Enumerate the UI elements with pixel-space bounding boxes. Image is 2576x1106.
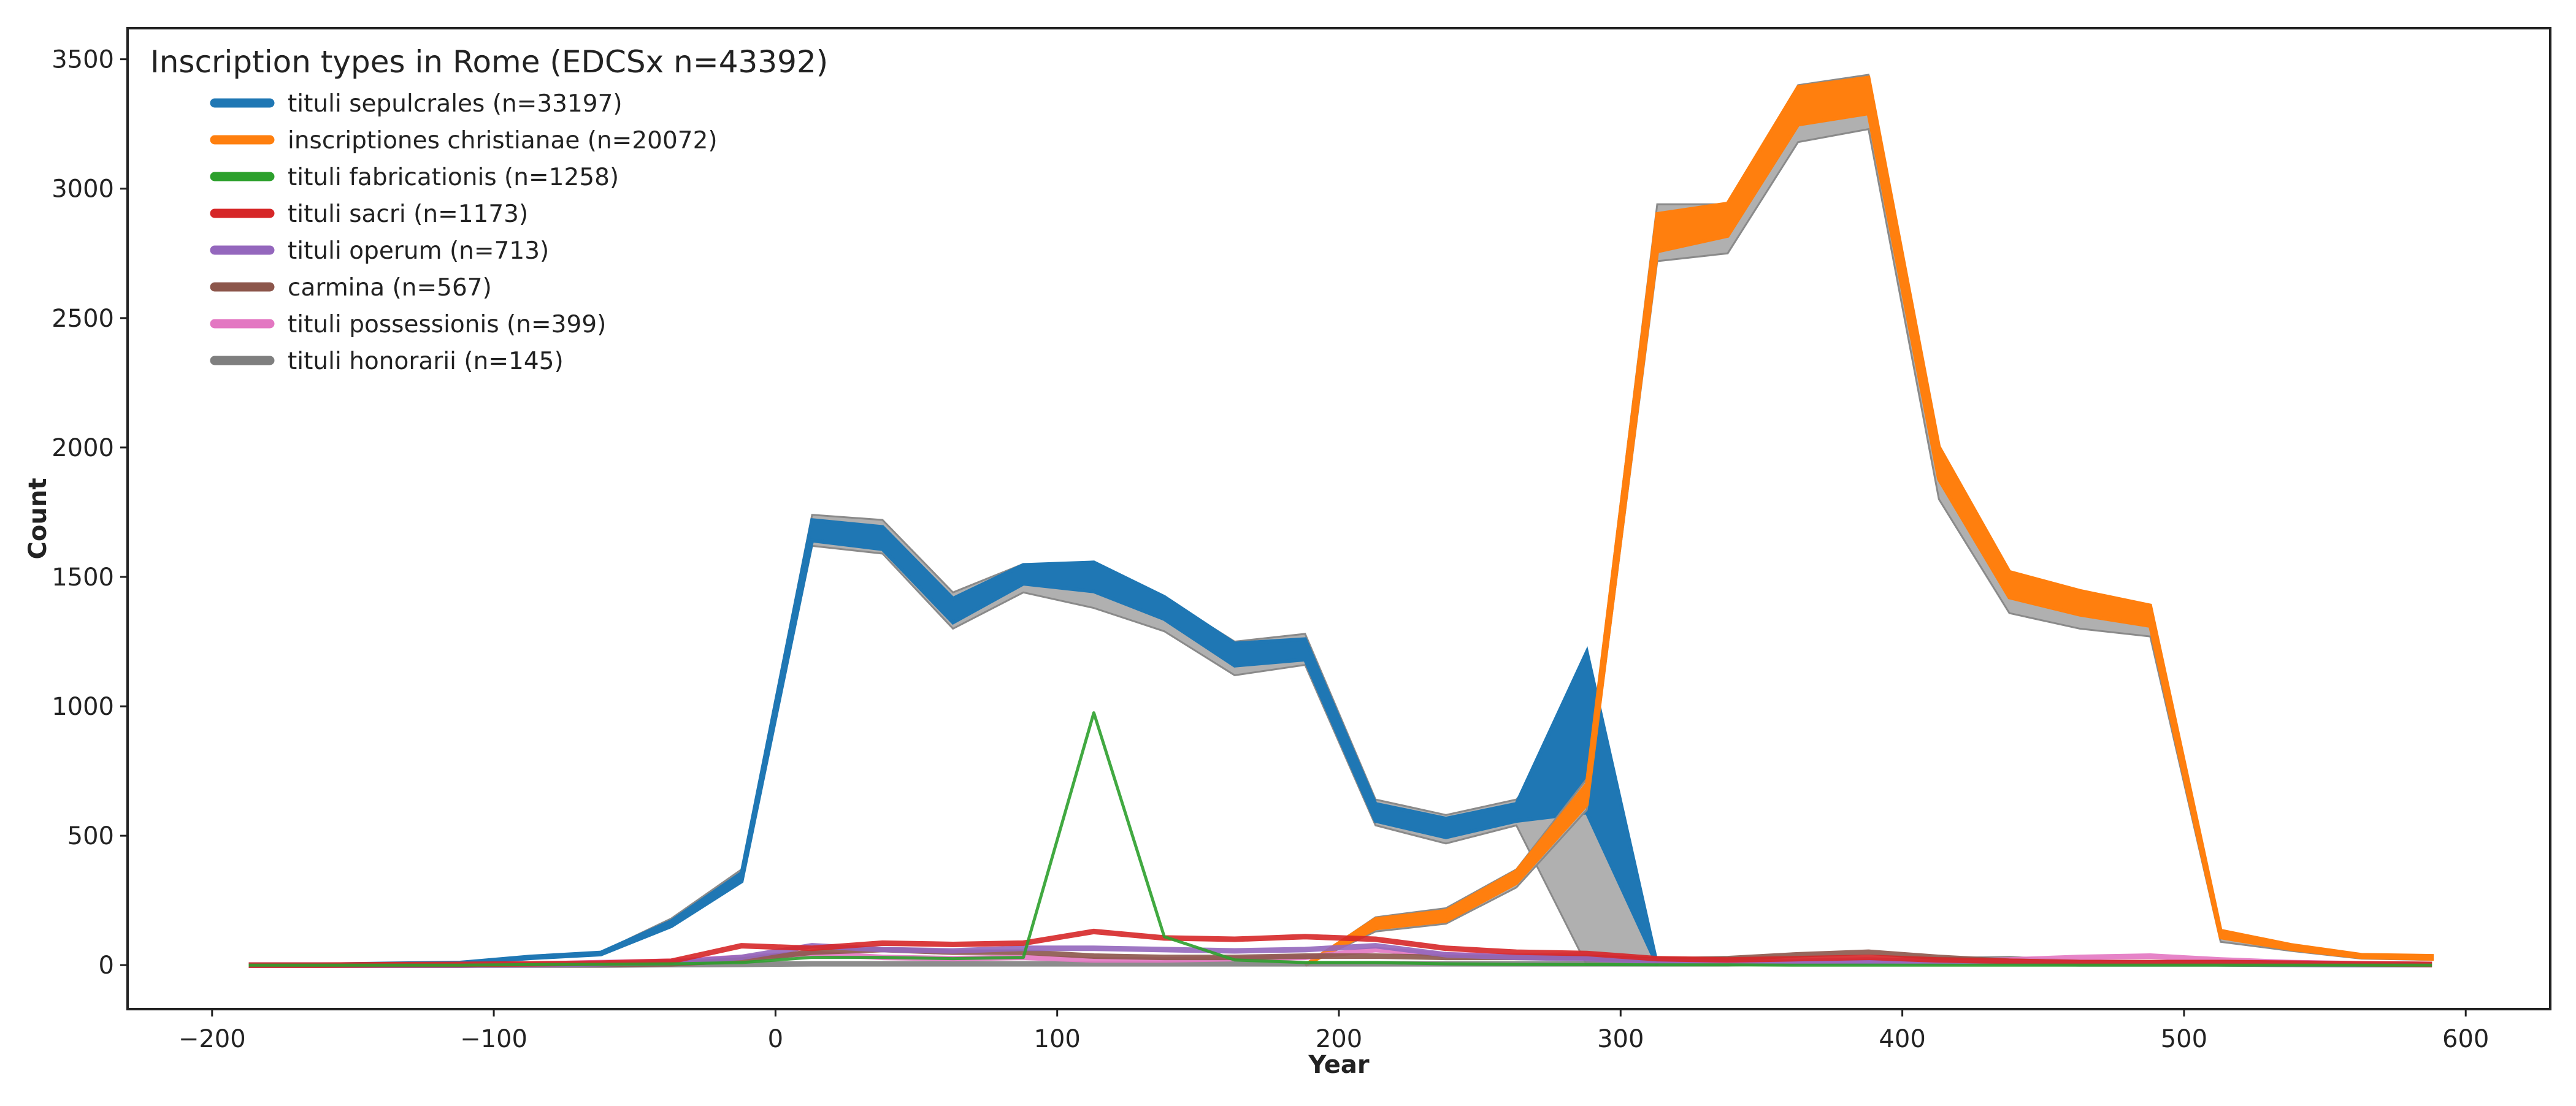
y-tick-label: 3500: [52, 46, 114, 74]
legend-label: tituli honorarii (n=145): [288, 348, 564, 375]
y-tick-label: 0: [99, 952, 114, 980]
x-tick-label: −100: [460, 1025, 527, 1053]
x-tick-label: 0: [768, 1025, 783, 1053]
y-tick-label: 2000: [52, 434, 114, 462]
series-line-2: [248, 711, 2432, 967]
legend-label: tituli fabricationis (n=1258): [288, 164, 619, 191]
y-axis-label: Count: [24, 478, 52, 560]
x-axis-label: Year: [1308, 1051, 1369, 1079]
legend: Inscription types in Rome (EDCSx n=43392…: [150, 44, 828, 375]
band-core-1: [1304, 75, 2434, 967]
x-tick-label: 200: [1316, 1025, 1362, 1053]
y-tick-label: 2500: [52, 305, 114, 333]
lines-layer: [248, 711, 2432, 968]
legend-label: tituli sacri (n=1173): [288, 200, 528, 228]
y-tick-label: 3000: [52, 175, 114, 204]
y-tick-label: 1500: [52, 563, 114, 592]
x-tick-label: 300: [1597, 1025, 1644, 1053]
legend-title: Inscription types in Rome (EDCSx n=43392…: [150, 44, 828, 80]
x-tick-label: 400: [1879, 1025, 1925, 1053]
x-tick-label: −200: [178, 1025, 246, 1053]
x-axis: −200 −100 0 100 200 300 400 500 600: [178, 1009, 2489, 1053]
x-tick-label: 500: [2161, 1025, 2207, 1053]
y-axis: 0 500 1000 1500 2000 2500 3000 3500: [52, 46, 128, 980]
y-tick-label: 1000: [52, 693, 114, 721]
legend-label: inscriptiones christianae (n=20072): [288, 127, 718, 154]
x-tick-label: 100: [1034, 1025, 1081, 1053]
legend-label: tituli possessionis (n=399): [288, 311, 606, 338]
legend-label: tituli operum (n=713): [288, 237, 549, 265]
x-tick-label: 600: [2442, 1025, 2489, 1053]
legend-label: carmina (n=567): [288, 274, 492, 302]
legend-label: tituli sepulcrales (n=33197): [288, 90, 623, 118]
y-tick-label: 500: [67, 822, 114, 850]
